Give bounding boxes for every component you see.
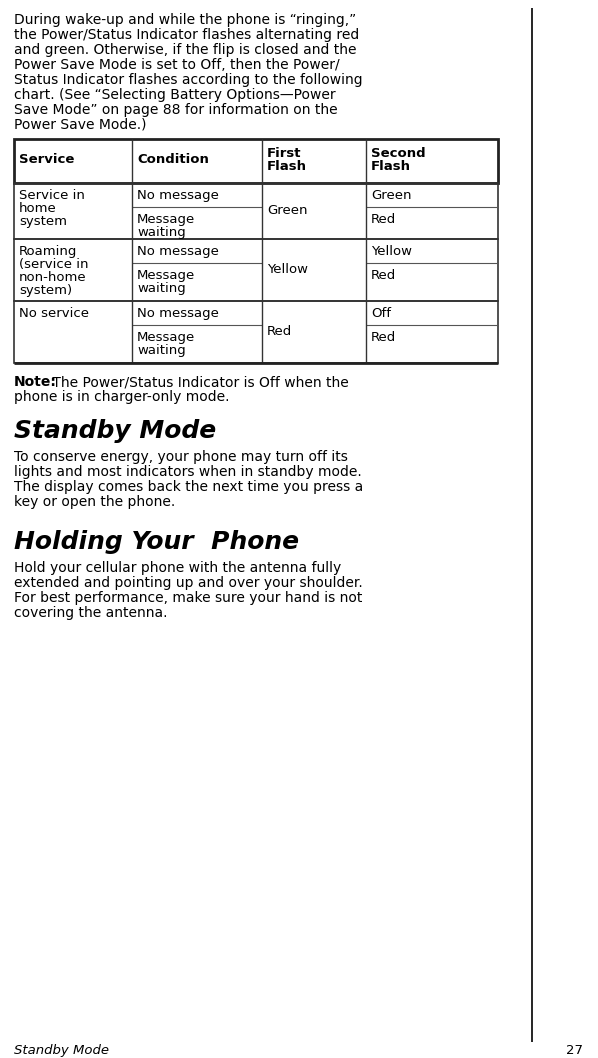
- Text: Holding Your  Phone: Holding Your Phone: [14, 530, 299, 554]
- Text: 27: 27: [566, 1044, 583, 1057]
- Text: Status Indicator flashes according to the following: Status Indicator flashes according to th…: [14, 73, 362, 87]
- Text: Hold your cellular phone with the antenna fully: Hold your cellular phone with the antenn…: [14, 561, 341, 574]
- Text: Standby Mode: Standby Mode: [14, 1044, 109, 1057]
- Text: non-home: non-home: [19, 271, 87, 284]
- Text: Roaming: Roaming: [19, 245, 77, 258]
- Text: key or open the phone.: key or open the phone.: [14, 495, 175, 509]
- Text: Power Save Mode is set to Off, then the Power/: Power Save Mode is set to Off, then the …: [14, 58, 340, 72]
- Text: For best performance, make sure your hand is not: For best performance, make sure your han…: [14, 591, 362, 605]
- Text: The Power/Status Indicator is Off when the: The Power/Status Indicator is Off when t…: [48, 375, 349, 389]
- Text: Flash: Flash: [267, 160, 307, 174]
- Text: Power Save Mode.): Power Save Mode.): [14, 118, 147, 132]
- Text: To conserve energy, your phone may turn off its: To conserve energy, your phone may turn …: [14, 450, 348, 464]
- Text: (service in: (service in: [19, 258, 89, 271]
- Bar: [14, 139, 498, 183]
- Text: No service: No service: [19, 307, 89, 320]
- Text: Red: Red: [371, 213, 396, 226]
- Text: Green: Green: [267, 204, 307, 217]
- Text: Service: Service: [19, 153, 74, 166]
- Text: Second: Second: [371, 147, 426, 160]
- Text: Red: Red: [371, 331, 396, 344]
- Text: During wake-up and while the phone is “ringing,”: During wake-up and while the phone is “r…: [14, 13, 356, 28]
- Bar: [14, 183, 498, 239]
- Text: system): system): [19, 284, 72, 297]
- Text: waiting: waiting: [137, 282, 186, 295]
- Text: No message: No message: [137, 245, 219, 258]
- Text: The display comes back the next time you press a: The display comes back the next time you…: [14, 480, 363, 494]
- Text: waiting: waiting: [137, 226, 186, 239]
- Text: Yellow: Yellow: [267, 263, 308, 276]
- Text: the Power/Status Indicator flashes alternating red: the Power/Status Indicator flashes alter…: [14, 28, 359, 42]
- Text: chart. (See “Selecting Battery Options—Power: chart. (See “Selecting Battery Options—P…: [14, 88, 335, 102]
- Text: Yellow: Yellow: [371, 245, 412, 258]
- Text: Green: Green: [371, 189, 411, 202]
- Text: Note:: Note:: [14, 375, 57, 389]
- Text: covering the antenna.: covering the antenna.: [14, 606, 167, 620]
- Bar: [14, 239, 498, 300]
- Bar: [14, 300, 498, 363]
- Text: Service in: Service in: [19, 189, 85, 202]
- Text: Red: Red: [267, 325, 292, 338]
- Text: Message: Message: [137, 213, 196, 226]
- Text: and green. Otherwise, if the flip is closed and the: and green. Otherwise, if the flip is clo…: [14, 43, 356, 57]
- Text: extended and pointing up and over your shoulder.: extended and pointing up and over your s…: [14, 576, 363, 590]
- Text: waiting: waiting: [137, 344, 186, 357]
- Text: Condition: Condition: [137, 153, 209, 166]
- Text: No message: No message: [137, 307, 219, 320]
- Text: phone is in charger-only mode.: phone is in charger-only mode.: [14, 390, 230, 404]
- Text: Standby Mode: Standby Mode: [14, 419, 216, 443]
- Text: home: home: [19, 202, 57, 215]
- Text: First: First: [267, 147, 301, 160]
- Text: Message: Message: [137, 269, 196, 282]
- Text: No message: No message: [137, 189, 219, 202]
- Text: lights and most indicators when in standby mode.: lights and most indicators when in stand…: [14, 466, 362, 479]
- Text: Red: Red: [371, 269, 396, 282]
- Text: Message: Message: [137, 331, 196, 344]
- Text: Flash: Flash: [371, 160, 411, 174]
- Text: Off: Off: [371, 307, 391, 320]
- Text: system: system: [19, 215, 67, 229]
- Text: Save Mode” on page 88 for information on the: Save Mode” on page 88 for information on…: [14, 103, 338, 117]
